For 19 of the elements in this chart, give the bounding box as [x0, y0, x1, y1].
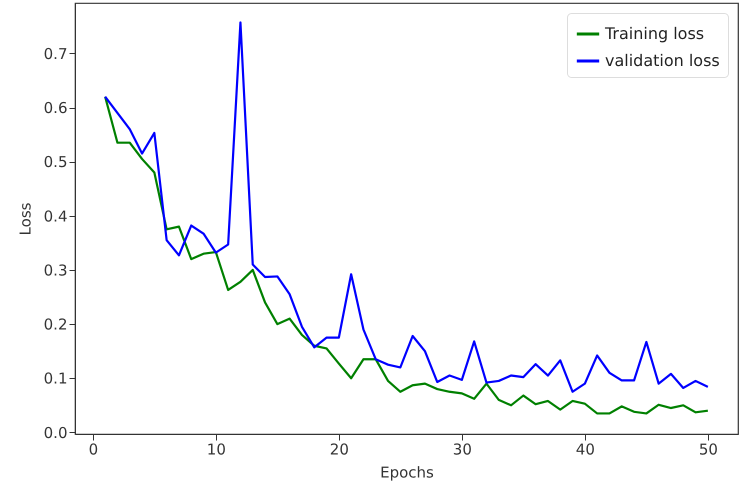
x-tick-label: 30 [452, 440, 472, 458]
y-tick-label: 0.7 [44, 44, 68, 63]
y-tick-label: 0.0 [44, 424, 68, 442]
x-tick-label: 20 [330, 440, 349, 458]
legend-label: validation loss [605, 51, 720, 70]
y-axis-title: Loss [16, 202, 35, 236]
y-tick-label: 0.2 [44, 316, 68, 334]
x-tick-label: 0 [88, 440, 98, 458]
y-tick-label: 0.4 [44, 207, 68, 226]
line-series [104, 96, 709, 415]
x-axis-title: Epochs [380, 464, 434, 482]
y-tick-label: 0.5 [44, 153, 68, 172]
x-tick-label: 40 [576, 440, 595, 458]
x-tick-label: 10 [206, 440, 226, 458]
legend-label: Training loss [604, 24, 704, 43]
y-tick-label: 0.1 [44, 370, 68, 388]
y-tick-label: 0.6 [44, 99, 68, 117]
y-tick-label: 0.3 [44, 261, 68, 280]
x-tick-label: 50 [698, 440, 718, 458]
